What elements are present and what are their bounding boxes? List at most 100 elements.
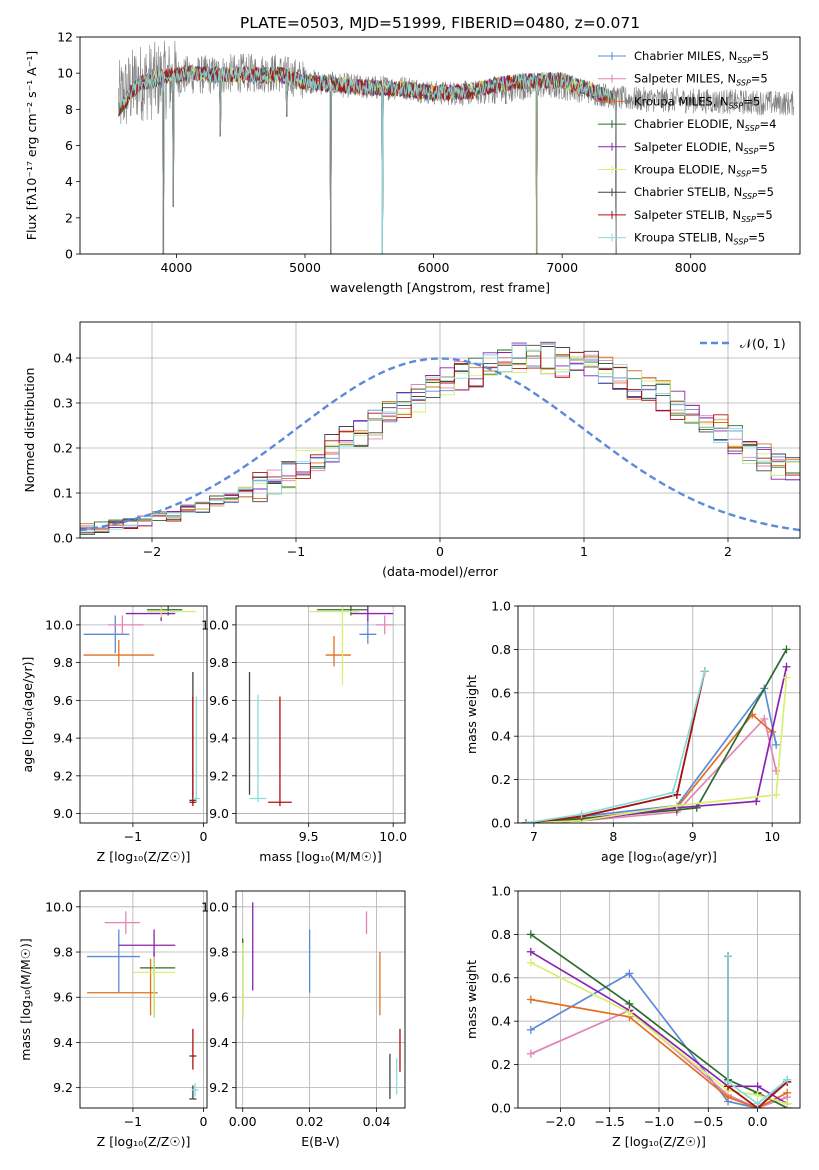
series-line <box>525 713 773 823</box>
y-tick-label: 10.0 <box>201 617 229 632</box>
massweight-vs-Z-panel: −2.0 −1.5 −1.0 −0.5 0.0 0.0 0.2 0.4 0.6 0.8 1.0 Z [… <box>464 884 801 1149</box>
data-point <box>668 788 677 797</box>
plot-area <box>242 902 401 1099</box>
y-tick-label: 10.0 <box>201 899 229 914</box>
y-tick-label: 2 <box>65 210 73 225</box>
data-point <box>577 810 586 819</box>
plot-area <box>87 911 199 1100</box>
x-tick-label: 1 <box>580 544 588 559</box>
y-tick-label: 4 <box>65 174 73 189</box>
x-tick-label: 2 <box>724 544 732 559</box>
figure-title: PLATE=0503, MJD=51999, FIBERID=0480, z=0… <box>240 14 640 32</box>
legend-label: Chabrier MILES, NSSP=5 <box>634 49 769 65</box>
x-tick-label: 4000 <box>161 260 193 275</box>
x-tick-label: −2 <box>143 544 161 559</box>
model-spectrum <box>118 65 617 254</box>
y-tick-label: 0.8 <box>491 642 511 657</box>
axes-frame <box>235 605 406 824</box>
data-point <box>772 740 781 749</box>
y-tick-label: 9.0 <box>209 806 229 821</box>
axes-frame <box>79 890 208 1109</box>
y-tick-label: 1.0 <box>491 599 511 614</box>
y-tick-label: 0.2 <box>53 441 73 456</box>
data-point <box>526 958 535 967</box>
age-vs-mass-panel: 9.5 10.0 9.0 9.2 9.4 9.6 9.8 10.0 mass [log₁₀(M/… <box>201 605 407 864</box>
mass-vs-EBV-panel: 0.00 0.02 0.04 9.2 9.4 9.6 9.8 10.0 E(B-V) <box>201 890 406 1149</box>
y-tick-label: 0.2 <box>491 1057 511 1072</box>
y-tick-label: 6 <box>65 138 73 153</box>
data-point <box>783 1099 792 1108</box>
plot-area <box>521 645 791 823</box>
x-tick-label: −1.5 <box>595 1114 625 1129</box>
y-axis-label: mass [log₁₀(M/M☉)] <box>18 938 33 1060</box>
x-tick-label: 0.04 <box>363 1114 391 1129</box>
x-tick-label: 0 <box>199 1114 207 1129</box>
axes-frame <box>517 890 801 1109</box>
legend-label: 𝒩(0, 1) <box>740 336 786 351</box>
mass-vs-Z-panel: −1 0 9.2 9.4 9.6 9.8 10.0 Z [log₁₀(Z/Z☉)] mass [… <box>18 890 208 1149</box>
data-point <box>782 673 791 682</box>
y-tick-label: 9.8 <box>53 945 73 960</box>
y-axis-label: Flux [fλ10⁻¹⁷ erg cm⁻² s⁻¹ A⁻¹] <box>24 51 39 240</box>
y-tick-label: 1.0 <box>491 884 511 899</box>
y-tick-label: 9.2 <box>209 768 229 783</box>
y-tick-label: 0 <box>65 247 73 262</box>
y-tick-label: 9.2 <box>53 1080 73 1095</box>
y-tick-label: 10 <box>57 66 73 81</box>
legend-label: Kroupa ELODIE, NSSP=5 <box>634 163 768 179</box>
x-tick-label: 7 <box>530 829 538 844</box>
y-tick-label: 0.4 <box>53 351 73 366</box>
data-point <box>753 1082 762 1091</box>
y-tick-label: 0.0 <box>491 1101 511 1116</box>
data-point <box>724 952 733 961</box>
y-tick-label: 9.6 <box>209 990 229 1005</box>
plot-area <box>83 606 200 807</box>
data-point <box>625 1008 634 1017</box>
y-tick-label: 9.8 <box>209 945 229 960</box>
data-point <box>700 667 709 676</box>
x-axis-label: Z [log₁₀(Z/Z☉)] <box>97 1134 191 1149</box>
data-point <box>521 819 530 823</box>
gaussian-curve <box>80 357 800 532</box>
x-tick-label: 0.02 <box>296 1114 324 1129</box>
x-tick-label: −1 <box>124 829 142 844</box>
data-point <box>753 1099 762 1108</box>
y-tick-label: 9.2 <box>53 768 73 783</box>
data-point <box>724 1077 733 1086</box>
y-tick-label: 9.8 <box>209 655 229 670</box>
y-tick-label: 10.0 <box>45 899 73 914</box>
x-tick-label: −1 <box>124 1114 142 1129</box>
y-axis-label: age [log₁₀(age/yr)] <box>20 657 35 773</box>
y-tick-label: 10.0 <box>45 617 73 632</box>
x-axis-label: age [log₁₀(age/yr)] <box>601 849 717 864</box>
legend-label: Kroupa MILES, NSSP=5 <box>634 94 760 110</box>
series-line <box>525 670 706 823</box>
residual-histogram-panel: −2 −1 0 1 2 0.0 0.1 0.2 0.3 0.4 (data-model)/error… <box>22 321 801 579</box>
data-point <box>692 803 701 812</box>
observed-spectrum <box>118 40 794 125</box>
x-tick-label: 9.5 <box>299 829 319 844</box>
y-tick-label: 9.4 <box>53 1035 73 1050</box>
x-tick-label: 6000 <box>418 260 450 275</box>
series-line <box>727 956 788 1105</box>
x-tick-label: 7000 <box>546 260 578 275</box>
plot-area <box>80 341 800 538</box>
x-tick-label: 8000 <box>675 260 707 275</box>
y-tick-label: 0.0 <box>491 816 511 831</box>
y-tick-label: 9.4 <box>53 731 73 746</box>
axes-frame <box>79 36 801 255</box>
data-point <box>760 714 769 723</box>
x-tick-label: 0 <box>199 829 207 844</box>
x-tick-label: −0.5 <box>693 1114 723 1129</box>
y-tick-label: 0.3 <box>53 396 73 411</box>
legend-label: Salpeter STELIB, NSSP=5 <box>634 208 773 224</box>
y-tick-label: 9.6 <box>53 693 73 708</box>
x-tick-label: 10 <box>764 829 780 844</box>
y-tick-label: 9.4 <box>209 731 229 746</box>
data-point <box>783 1088 792 1097</box>
x-tick-label: −1.0 <box>644 1114 674 1129</box>
data-point <box>625 969 634 978</box>
y-tick-label: 0.4 <box>491 1014 511 1029</box>
data-point <box>783 1075 792 1084</box>
data-point <box>752 797 761 806</box>
